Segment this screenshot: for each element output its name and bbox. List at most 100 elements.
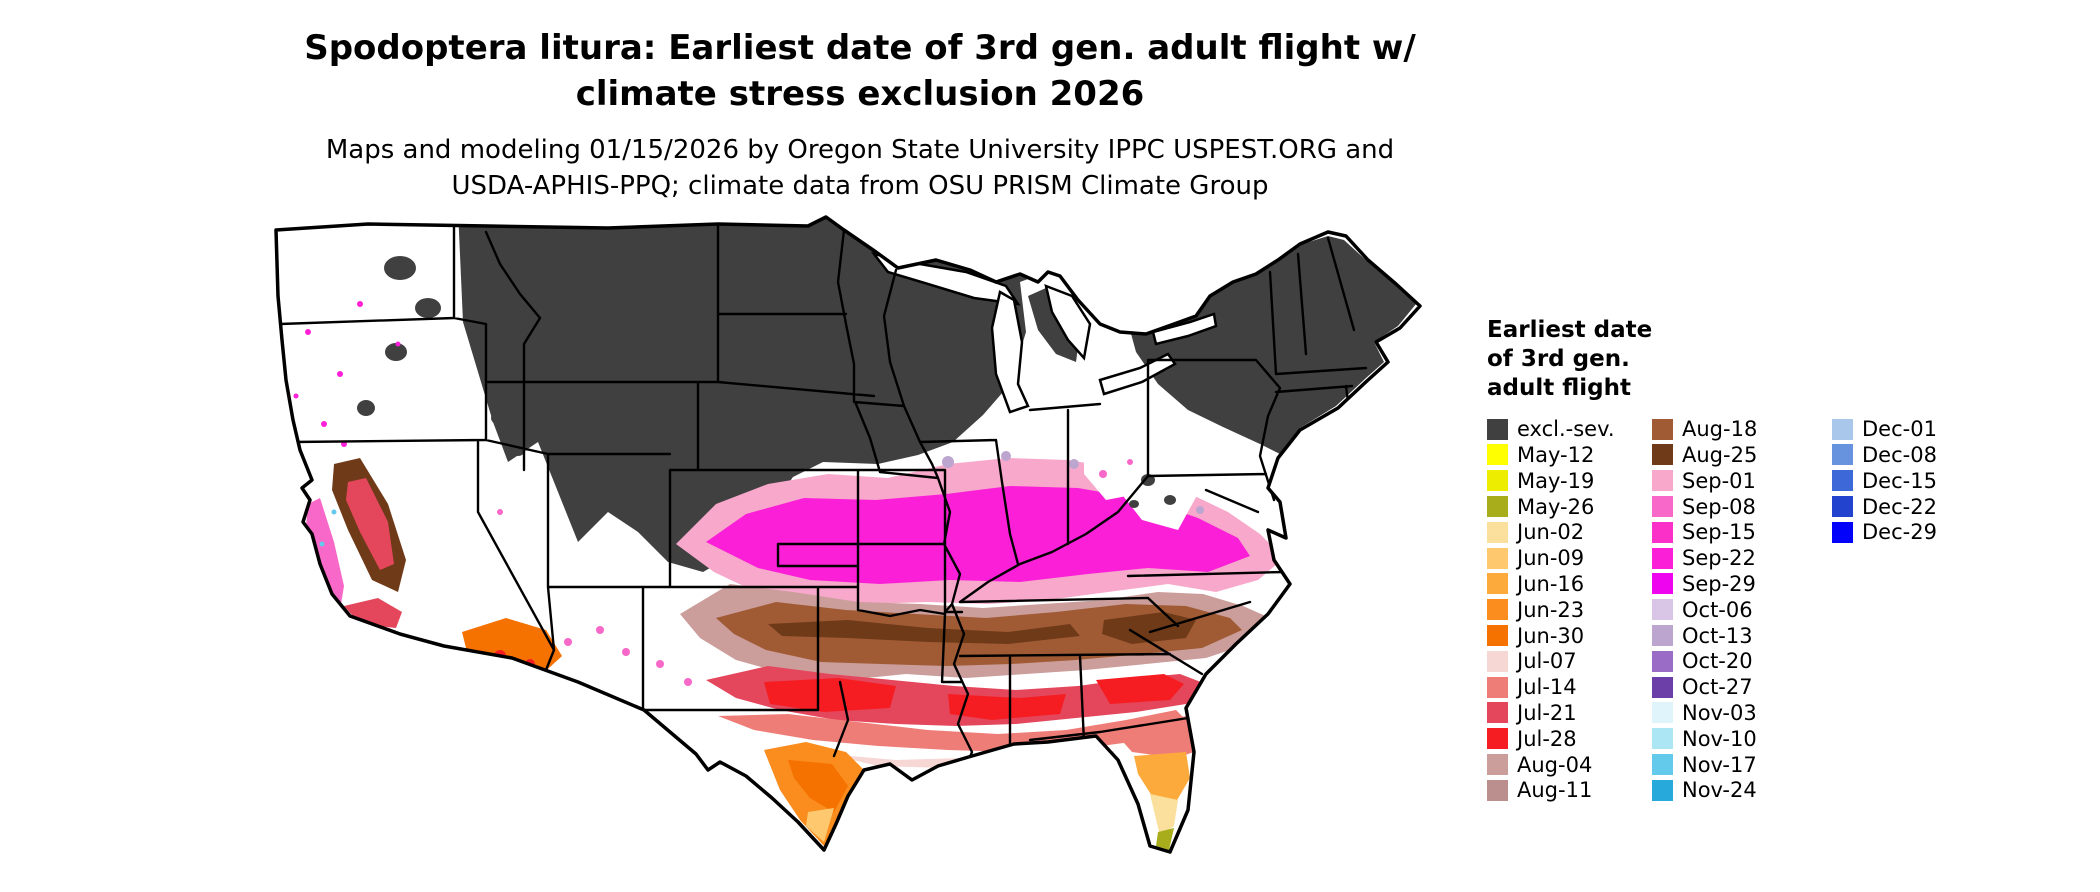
legend-swatch [1652, 418, 1673, 440]
lake-erie [1098, 352, 1177, 396]
legend-label: Oct-27 [1682, 675, 1753, 700]
region-jul28-core-georgia [1096, 674, 1184, 704]
lake-huron [1044, 283, 1092, 361]
legend-item: Jul-21 [1487, 700, 1652, 726]
legend-label: Aug-11 [1517, 778, 1593, 803]
map-fill-regions [276, 217, 1420, 868]
speckle-dot [596, 626, 604, 634]
legend-label: Jul-14 [1517, 675, 1577, 700]
legend-swatch [1652, 573, 1673, 595]
us-map [248, 212, 1438, 884]
legend-swatch [1652, 754, 1673, 775]
legend-label: Nov-03 [1682, 700, 1757, 725]
speckle-dot [684, 678, 692, 686]
speckle-dot [332, 610, 340, 618]
speckle-dot [331, 509, 337, 515]
region-excluded-north [458, 217, 1054, 572]
legend-swatch [1832, 444, 1853, 466]
legend-label: Jun-30 [1517, 623, 1585, 648]
legend-swatch [1487, 496, 1508, 518]
region-aug25-core-west [768, 620, 1080, 644]
legend-item: May-12 [1487, 442, 1652, 468]
legend-swatch [1832, 418, 1853, 440]
legend-item: Aug-11 [1487, 777, 1652, 803]
legend-item: Dec-01 [1832, 416, 1997, 442]
legend-item: Nov-03 [1652, 700, 1832, 726]
speckle-dot [293, 393, 299, 399]
map-subtitle-line2: USDA-APHIS-PPQ; climate data from OSU PR… [451, 171, 1269, 202]
region-jul28-core-gulf [948, 694, 1066, 720]
region-white-lower-michigan [1030, 360, 1074, 406]
legend-label: Jun-16 [1517, 571, 1585, 596]
legend-label: Sep-15 [1682, 520, 1756, 545]
legend-item: Dec-15 [1832, 468, 1997, 494]
region-california-coast-pink [306, 498, 344, 610]
legend-swatch [1652, 728, 1673, 750]
legend-label: Aug-18 [1682, 417, 1758, 442]
region-california-valley-inner [346, 478, 394, 570]
legend: Earliest date of 3rd gen. adult flight e… [1487, 316, 1997, 803]
legend-label: Sep-08 [1682, 494, 1756, 519]
legend-column: Dec-01 Dec-08 Dec-15 Dec-22 Dec-29 [1832, 416, 1997, 545]
speckle-dot [1138, 857, 1144, 863]
legend-item: Jun-02 [1487, 519, 1652, 545]
legend-label: Jul-07 [1517, 649, 1577, 674]
speckle-dot [1193, 557, 1199, 563]
legend-label: Jul-21 [1517, 700, 1577, 725]
legend-item: Oct-27 [1652, 674, 1832, 700]
legend-swatch [1652, 496, 1673, 518]
legend-label: Jun-09 [1517, 546, 1585, 571]
yellow-dots [1138, 857, 1168, 868]
legend-label: May-19 [1517, 468, 1595, 493]
legend-label: May-26 [1517, 494, 1595, 519]
region-florida-south-peach [1150, 794, 1178, 836]
legend-item: Jun-23 [1487, 597, 1652, 623]
region-florida-tip-olive [1156, 828, 1174, 850]
speckle-dot [1301, 433, 1307, 439]
legend-label: May-12 [1517, 442, 1595, 467]
legend-item: Jun-30 [1487, 623, 1652, 649]
legend-swatch [1652, 779, 1673, 801]
speckle-dot [1127, 459, 1133, 465]
legend-swatch [1652, 625, 1673, 647]
legend-swatch [1652, 521, 1673, 543]
legend-label: Aug-04 [1517, 752, 1593, 777]
legend-label: Aug-25 [1682, 442, 1758, 467]
speckle-dot [1069, 459, 1079, 469]
legend-column: Aug-18 Aug-25 Sep-01 Sep-08 Sep-15 Sep-22 Sep-… [1652, 416, 1832, 803]
speckle-dot [384, 256, 416, 280]
legend-swatch [1652, 702, 1673, 724]
legend-swatch [1652, 676, 1673, 698]
legend-item: Jun-16 [1487, 571, 1652, 597]
speckle-dot [415, 298, 441, 318]
speckle-dot [497, 509, 503, 515]
map-subtitle-line1: Maps and modeling 01/15/2026 by Oregon S… [325, 134, 1395, 165]
legend-item: Aug-18 [1652, 416, 1832, 442]
legend-item: Sep-29 [1652, 571, 1832, 597]
legend-item: Jul-14 [1487, 674, 1652, 700]
legend-swatch [1832, 521, 1853, 543]
legend-label: Jul-28 [1517, 726, 1577, 751]
legend-item: Aug-25 [1652, 442, 1832, 468]
speckle-dot [321, 421, 327, 427]
header: Spodoptera litura: Earliest date of 3rd … [115, 26, 1605, 205]
gray-speckles [357, 256, 1176, 508]
legend-title-line: Earliest date [1487, 317, 1653, 343]
map-subtitle: Maps and modeling 01/15/2026 by Oregon S… [115, 132, 1605, 205]
speckle-dot [1099, 470, 1107, 478]
region-jul28-core-texas [764, 678, 896, 712]
legend-label: Oct-20 [1682, 649, 1753, 674]
speckle-dot [337, 371, 343, 377]
legend-swatch [1652, 650, 1673, 672]
legend-item: Oct-13 [1652, 623, 1832, 649]
legend-label: Sep-29 [1682, 571, 1756, 596]
legend-swatch [1487, 470, 1508, 492]
region-jun09-texas-tip [806, 808, 834, 842]
map-title-line1: Spodoptera litura: Earliest date of 3rd … [304, 28, 1416, 68]
legend-swatch [1487, 754, 1508, 775]
legend-swatch [1487, 779, 1508, 801]
legend-item: Aug-04 [1487, 752, 1652, 778]
legend-label: Sep-01 [1682, 468, 1756, 493]
map-title-line2: climate stress exclusion 2026 [575, 73, 1145, 114]
legend-swatch [1652, 547, 1673, 569]
